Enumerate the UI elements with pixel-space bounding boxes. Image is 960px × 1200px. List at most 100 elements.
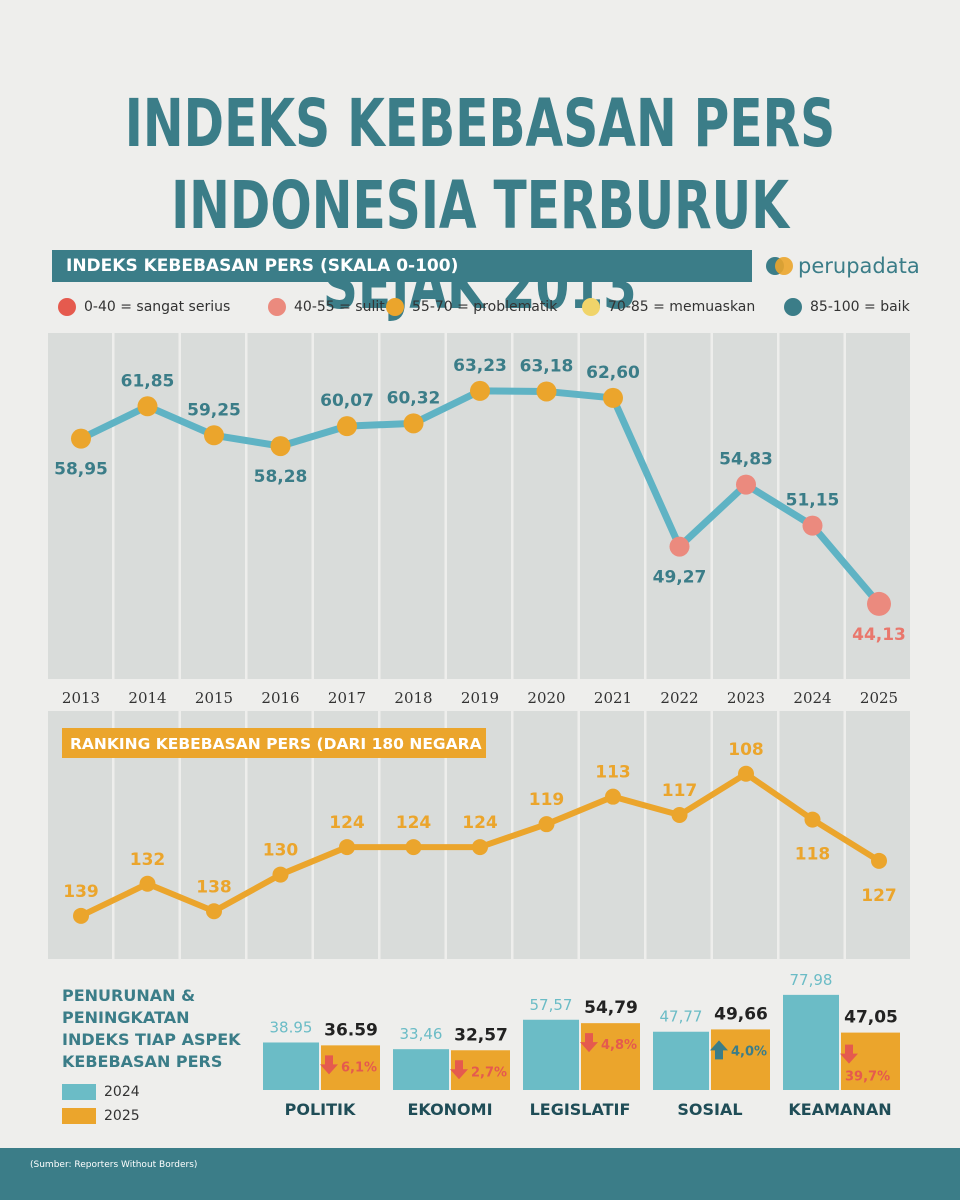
bar-2025-label: 54,79 [584, 998, 638, 1018]
bar-2024-label: 47,77 [660, 1008, 703, 1026]
index-data-label: 54,83 [719, 450, 773, 470]
bar-2025-label: 49,66 [714, 1004, 768, 1024]
year-tick-label: 2018 [394, 689, 432, 707]
ranking-point [206, 903, 222, 920]
aspect-legend-2024: 2024 [62, 1084, 140, 1100]
year-tick-label: 2025 [860, 689, 898, 707]
index-data-label: 63,18 [520, 356, 574, 376]
index-point [736, 474, 756, 495]
bar-2024 [393, 1049, 449, 1090]
index-point [603, 387, 623, 408]
logo-text: perupadata [798, 254, 920, 278]
index-data-label: 58,95 [54, 460, 108, 480]
legend-dot-icon [582, 298, 600, 316]
ranking-data-label: 119 [529, 790, 565, 810]
ranking-point [339, 839, 355, 856]
ranking-point [605, 788, 621, 805]
index-section-banner: INDEKS KEBEBASAN PERS (SKALA 0-100) [52, 250, 752, 282]
legend-label: 40-55 = sulit [294, 299, 385, 315]
legend-swatch-2024 [62, 1084, 96, 1100]
ranking-data-label: 124 [462, 813, 498, 833]
index-data-label: 60,07 [320, 391, 374, 411]
year-tick-label: 2013 [62, 689, 100, 707]
ranking-point [272, 866, 289, 883]
bar-2024 [523, 1019, 579, 1090]
year-tick-label: 2024 [793, 689, 831, 707]
index-data-label: 58,28 [254, 467, 308, 487]
ranking-point [804, 811, 821, 828]
ranking-data-label: 113 [595, 763, 631, 783]
change-percent-label: 39,7% [845, 1070, 890, 1085]
index-point [137, 396, 158, 417]
index-column-bg [779, 333, 844, 679]
legend-label: 0-40 = sangat serius [84, 299, 231, 315]
ranking-column-bg [713, 711, 777, 959]
ranking-column-bg [580, 711, 644, 959]
aspect-title-line: PENURUNAN & [62, 986, 196, 1005]
legend-dot-icon [58, 298, 76, 316]
ranking-data-label: 124 [396, 813, 432, 833]
bar-2024-label: 77,98 [790, 971, 833, 989]
bar-2024 [653, 1031, 709, 1090]
page-title-line-1: INDEKS KEBEBASAN PERS [124, 85, 836, 162]
aspect-title-line: PENINGKATAN [62, 1008, 190, 1027]
index-column-bg [247, 333, 312, 679]
index-column-bg [380, 333, 445, 679]
ranking-banner-bg [62, 728, 486, 758]
ranking-point [472, 839, 488, 856]
bar-2025-label: 36.59 [324, 1020, 378, 1040]
up-arrow-icon [710, 1040, 728, 1060]
index-column-bg [646, 333, 711, 679]
legend-dot-icon [386, 298, 404, 316]
legend-label: 85-100 = baik [810, 299, 910, 315]
legend-dot-icon [784, 298, 802, 316]
index-point [802, 515, 823, 536]
aspect-title-line: KEBEBASAN PERS [62, 1052, 223, 1071]
index-point [403, 413, 424, 434]
index-data-label: 59,25 [187, 400, 241, 420]
year-tick-label: 2022 [660, 689, 698, 707]
footer-bar: (Sumber: Reporters Without Borders) [0, 1148, 960, 1200]
year-tick-label: 2017 [328, 689, 366, 707]
index-point [270, 436, 291, 457]
index-data-label: 63,23 [453, 356, 507, 376]
change-percent-label: 4,0% [731, 1044, 767, 1059]
down-arrow-icon [450, 1060, 468, 1080]
index-point [337, 416, 357, 437]
aspect-title-line: INDEKS TIAP ASPEK [62, 1030, 241, 1049]
ranking-column-bg [846, 711, 910, 959]
aspect-category-label: LEGISLATIF [530, 1100, 631, 1119]
year-tick-label: 2023 [727, 689, 765, 707]
index-column-bg [181, 333, 245, 679]
perupadata-logo: perupadata [766, 250, 920, 282]
ranking-data-label: 127 [861, 886, 897, 906]
bar-2024-label: 38.95 [270, 1018, 313, 1036]
bar-2024-label: 33,46 [400, 1025, 443, 1043]
index-column-bg [846, 333, 910, 679]
legend-item: 40-55 = sulit [268, 298, 385, 316]
change-percent-label: 4,8% [601, 1038, 637, 1053]
change-percent-label: 2,7% [471, 1065, 507, 1080]
index-column-bg [314, 333, 378, 679]
aspect-section-title: PENURUNAN & PENINGKATAN INDEKS TIAP ASPE… [62, 985, 262, 1073]
ranking-banner-label: RANKING KEBEBASAN PERS (DARI 180 NEGARA [70, 735, 482, 753]
aspect-category-label: POLITIK [285, 1100, 356, 1119]
bar-2025 [711, 1029, 770, 1090]
legend-item: 70-85 = memuaskan [582, 298, 755, 316]
bar-2024 [263, 1042, 319, 1090]
bar-2024-label: 57,57 [530, 996, 573, 1014]
year-tick-label: 2016 [261, 689, 299, 707]
index-point [71, 428, 91, 449]
change-percent-label: 6,1% [341, 1060, 377, 1075]
ranking-point [73, 907, 89, 924]
ranking-data-label: 108 [728, 740, 764, 760]
index-data-label: 62,60 [586, 363, 640, 383]
ranking-point [538, 816, 555, 833]
down-arrow-icon [840, 1044, 858, 1064]
year-tick-label: 2015 [195, 689, 233, 707]
legend-item: 85-100 = baik [784, 298, 910, 316]
legend-item: 55-70 = problematik [386, 298, 557, 316]
index-point [669, 536, 690, 557]
bar-2025-label: 32,57 [454, 1025, 508, 1045]
legend-swatch-2025 [62, 1108, 96, 1124]
